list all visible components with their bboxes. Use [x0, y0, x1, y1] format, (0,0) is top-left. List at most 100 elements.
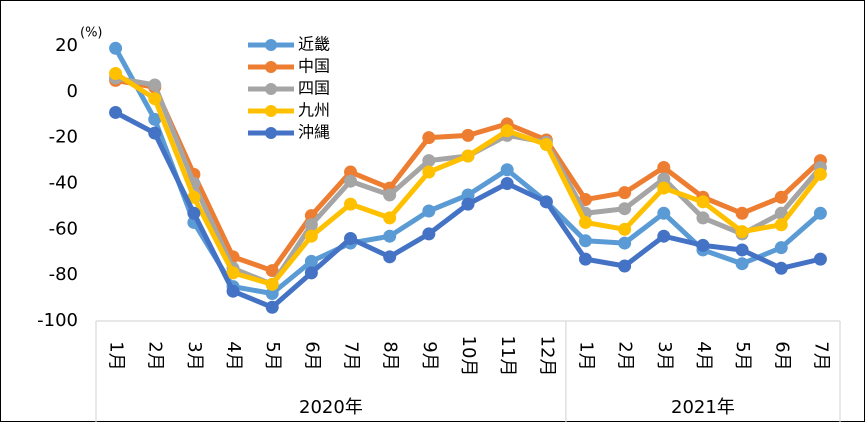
point — [344, 174, 358, 188]
point — [618, 202, 632, 216]
point — [657, 160, 671, 174]
point — [500, 177, 514, 190]
x-tick-label: 3月 — [184, 341, 205, 370]
x-tick-label: 8月 — [380, 341, 401, 370]
point — [618, 186, 632, 200]
point — [226, 266, 240, 280]
legend-marker — [265, 127, 277, 139]
x-tick-label: 5月 — [732, 341, 753, 370]
x-tick-label: 7月 — [341, 341, 362, 370]
point — [109, 41, 123, 55]
point — [422, 154, 436, 168]
point — [265, 300, 279, 314]
point — [735, 243, 749, 257]
y-tick-label: -80 — [49, 264, 78, 285]
x-tick-label: 2月 — [615, 341, 636, 370]
point — [500, 124, 514, 138]
y-tick-label: -60 — [49, 218, 78, 239]
point — [774, 218, 788, 232]
legend-label: 中国 — [298, 57, 330, 76]
point — [657, 172, 671, 186]
point — [304, 218, 318, 232]
point — [461, 128, 475, 142]
point — [578, 234, 592, 248]
y-tick-label: 0 — [67, 81, 78, 102]
point — [383, 188, 397, 202]
point — [304, 254, 318, 268]
x-tick-label: 12月 — [536, 336, 557, 377]
point — [148, 92, 162, 106]
point — [148, 112, 162, 126]
point — [187, 190, 201, 204]
point — [344, 197, 358, 211]
point — [618, 259, 632, 273]
group-label: 2020年 — [299, 397, 363, 418]
point — [500, 163, 514, 177]
y-tick-label: -100 — [37, 310, 78, 331]
x-tick-label: 6月 — [771, 341, 792, 370]
point — [696, 195, 710, 209]
point — [657, 229, 671, 243]
point — [813, 206, 827, 220]
point — [618, 236, 632, 250]
point — [109, 105, 123, 119]
legend-marker — [265, 61, 277, 73]
point — [618, 222, 632, 236]
point — [422, 131, 436, 145]
x-tick-label: 1月 — [575, 341, 596, 370]
point — [578, 215, 592, 229]
point — [735, 206, 749, 220]
x-tick-label: 7月 — [810, 341, 831, 370]
point — [696, 211, 710, 225]
point — [539, 138, 553, 152]
point — [657, 206, 671, 220]
point — [148, 78, 162, 92]
x-tick-label: 9月 — [419, 341, 440, 370]
point — [461, 188, 475, 202]
point — [813, 167, 827, 181]
point — [813, 252, 827, 266]
group-label: 2021年 — [671, 397, 735, 418]
point — [265, 264, 279, 278]
x-tick-label: 11月 — [497, 336, 518, 377]
point — [735, 225, 749, 239]
point — [265, 277, 279, 291]
point — [461, 197, 475, 211]
x-tick-label: 5月 — [262, 341, 283, 370]
x-tick-label: 3月 — [654, 341, 675, 370]
legend-label: 四国 — [298, 79, 330, 98]
y-tick-label: 20 — [55, 35, 78, 56]
point — [383, 250, 397, 264]
point — [344, 165, 358, 179]
point — [304, 266, 318, 280]
legend-marker — [265, 39, 277, 51]
point — [461, 149, 475, 163]
point — [774, 190, 788, 204]
point — [774, 261, 788, 275]
point — [657, 181, 671, 195]
point — [774, 241, 788, 255]
point — [578, 252, 592, 266]
point — [422, 227, 436, 241]
legend-label: 九州 — [298, 101, 330, 120]
point — [696, 238, 710, 252]
point — [735, 257, 749, 271]
legend-marker — [265, 83, 277, 95]
point — [109, 67, 123, 80]
legend-label: 沖縄 — [298, 123, 330, 142]
point — [539, 195, 553, 209]
point — [383, 211, 397, 225]
legend-label: 近畿 — [298, 35, 330, 54]
y-unit: (%) — [80, 26, 103, 41]
point — [344, 232, 358, 245]
x-tick-label: 4月 — [223, 341, 244, 370]
x-tick-label: 10月 — [458, 336, 479, 377]
x-tick-label: 2月 — [145, 341, 166, 370]
series-line — [113, 47, 823, 296]
point — [265, 287, 279, 300]
legend-marker — [265, 105, 277, 117]
point — [148, 126, 162, 140]
point — [422, 204, 436, 218]
point — [304, 229, 318, 243]
